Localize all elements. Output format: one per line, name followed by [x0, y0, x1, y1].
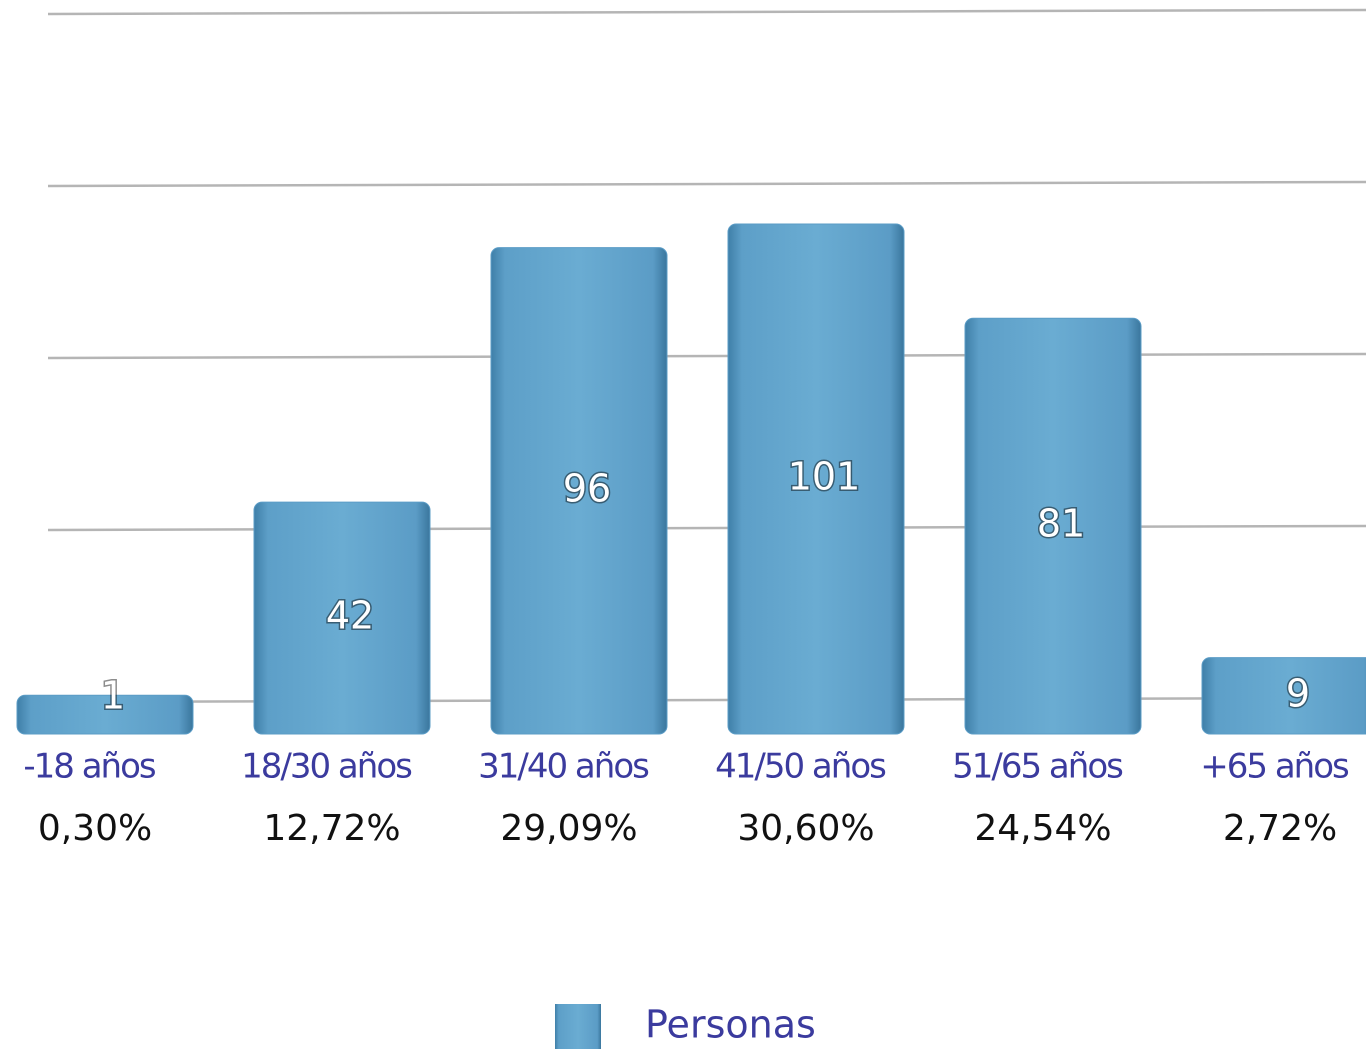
grid-line: [47, 8, 1366, 16]
grid-line: [47, 352, 1366, 360]
grid-line: [47, 524, 1366, 532]
percentage-label: 12,72%: [263, 808, 400, 849]
x-tick-label: 31/40 años: [478, 747, 649, 787]
x-tick-label: 51/65 años: [952, 747, 1123, 787]
grid-line: [47, 180, 1366, 188]
x-tick-label: -18 años: [23, 747, 156, 787]
x-tick-label: 18/30 años: [241, 747, 412, 787]
bar: [964, 317, 1142, 735]
bar: [1201, 657, 1366, 735]
value-label: 42: [326, 594, 374, 638]
bar: [253, 501, 431, 735]
grid-line: [47, 696, 1366, 704]
value-label: 1: [101, 674, 125, 718]
bar: [727, 223, 905, 735]
legend-label: Personas: [645, 1003, 816, 1047]
value-label: 101: [788, 455, 861, 499]
value-label: 96: [563, 466, 611, 510]
bar: [16, 694, 194, 735]
percentage-label: 29,09%: [500, 808, 637, 849]
percentage-label: 2,72%: [1223, 808, 1337, 849]
x-tick-label: 41/50 años: [715, 747, 886, 787]
percentage-label: 24,54%: [974, 808, 1111, 849]
percentage-label: 30,60%: [737, 808, 874, 849]
percentage-label: 0,30%: [38, 808, 152, 849]
value-label: 81: [1037, 502, 1085, 546]
value-label: 9: [1286, 671, 1310, 715]
bar: [490, 247, 668, 735]
legend-swatch: [555, 1004, 601, 1049]
x-tick-label: +65 años: [1200, 747, 1349, 787]
